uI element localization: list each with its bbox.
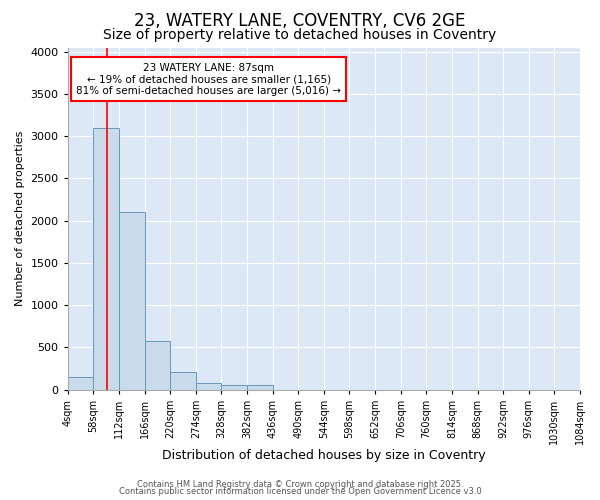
Y-axis label: Number of detached properties: Number of detached properties [15,131,25,306]
Bar [145,340,170,390]
X-axis label: Distribution of detached houses by size in Coventry: Distribution of detached houses by size … [162,450,485,462]
Text: 23, WATERY LANE, COVENTRY, CV6 2GE: 23, WATERY LANE, COVENTRY, CV6 2GE [134,12,466,30]
Text: Contains HM Land Registry data © Crown copyright and database right 2025.: Contains HM Land Registry data © Crown c… [137,480,463,489]
Text: Contains public sector information licensed under the Open Government Licence v3: Contains public sector information licen… [119,487,481,496]
Text: Size of property relative to detached houses in Coventry: Size of property relative to detached ho… [103,28,497,42]
Bar [170,372,196,390]
Bar [196,383,221,390]
Bar [68,377,94,390]
Bar [119,212,145,390]
Bar [221,384,247,390]
Bar [247,386,272,390]
Bar [94,128,119,390]
Text: 23 WATERY LANE: 87sqm
← 19% of detached houses are smaller (1,165)
81% of semi-d: 23 WATERY LANE: 87sqm ← 19% of detached … [76,62,341,96]
